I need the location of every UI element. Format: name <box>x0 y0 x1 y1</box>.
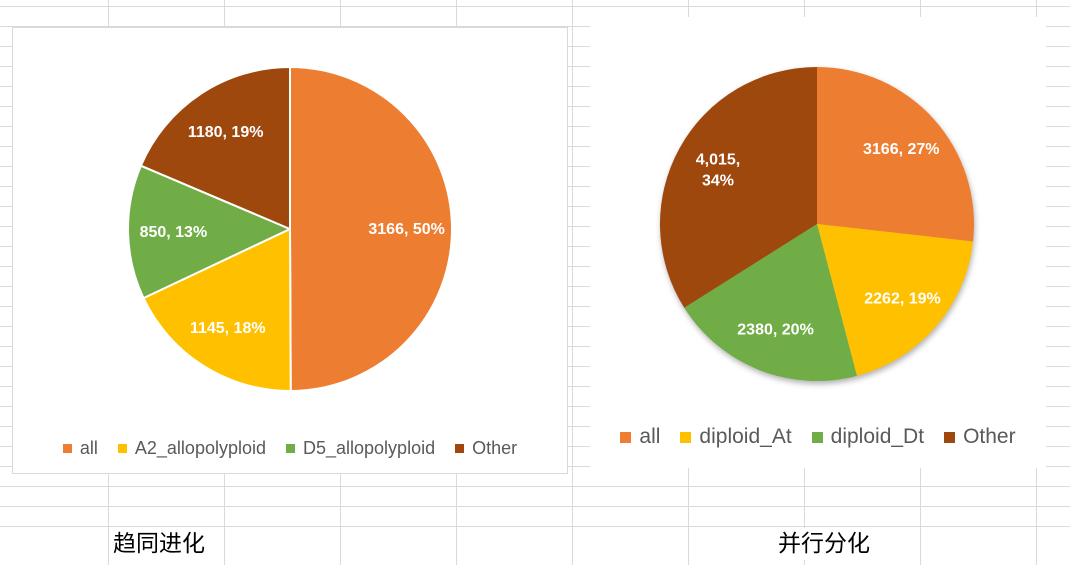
pie-slices[interactable] <box>127 66 453 392</box>
legend-label: diploid_Dt <box>830 425 925 448</box>
data-label-line: 1180, 19% <box>188 124 264 141</box>
pie-slice-other[interactable] <box>660 67 817 308</box>
data-label-line: 850, 13% <box>140 224 208 241</box>
pie-slice-diploid-dt[interactable] <box>684 224 857 381</box>
data-label-all: 3166, 50% <box>368 221 445 238</box>
data-label-line: 2380, 20% <box>737 322 814 339</box>
legend-entry-other[interactable]: Other <box>455 438 517 459</box>
data-label-all: 3166, 27% <box>863 141 940 158</box>
data-label-line: 34% <box>702 172 734 189</box>
pie-slice-all[interactable] <box>289 66 453 392</box>
chart-area-left[interactable]: 3166, 50% 1145, 18% 850, 13% 1180, 19% all … <box>12 27 568 474</box>
data-label-d5-allopolyploid: 850, 13% <box>140 224 208 241</box>
legend-entry-diploid-dt[interactable]: diploid_Dt <box>811 425 925 449</box>
legend-entry-d5-allopolyploid[interactable]: D5_allopolyploid <box>286 438 435 459</box>
pie-plot-left[interactable]: 3166, 50% 1145, 18% 850, 13% 1180, 19% <box>13 28 567 473</box>
legend-label: A2_allopolyploid <box>134 437 266 458</box>
legend-marker <box>286 443 295 453</box>
legend-marker <box>620 431 632 443</box>
data-labels: 3166, 27% 2262, 19% 2380, 20% 4,015, 34% <box>696 141 941 339</box>
cell-caption-right[interactable]: 并行分化 <box>776 528 872 560</box>
data-label-line: 1145, 18% <box>190 320 266 337</box>
data-label-diploid-dt: 2380, 20% <box>737 322 814 339</box>
pie-slice-diploid-at[interactable] <box>817 224 974 376</box>
legend-label: all <box>79 437 98 458</box>
legend-right[interactable]: all diploid_At diploid_Dt Other <box>590 425 1046 449</box>
data-label-a2-allopolyploid: 1145, 18% <box>190 320 266 337</box>
legend-marker <box>62 443 72 453</box>
legend-label: all <box>639 425 661 448</box>
legend-marker <box>944 431 956 443</box>
data-label-line: 2262, 19% <box>864 290 941 307</box>
pie-slice-all[interactable] <box>817 67 974 242</box>
data-label-other: 1180, 19% <box>188 124 264 141</box>
legend-entry-a2-allopolyploid[interactable]: A2_allopolyploid <box>117 437 266 459</box>
pie-slice-other[interactable] <box>139 66 291 230</box>
chart-area-right[interactable]: 3166, 27% 2262, 19% 2380, 20% 4,015, 34% all… <box>590 17 1046 468</box>
legend-entry-other[interactable]: Other <box>944 425 1016 449</box>
legend-marker <box>811 431 823 443</box>
legend-label: D5_allopolyploid <box>303 437 436 458</box>
legend-marker <box>680 431 692 443</box>
legend-entry-all[interactable]: all <box>620 425 660 449</box>
data-labels: 3166, 50% 1145, 18% 850, 13% 1180, 19% <box>140 124 445 337</box>
pie-slice-d5-allopolyploid[interactable] <box>127 164 291 300</box>
legend-label: Other <box>472 437 518 458</box>
cell-caption-left[interactable]: 趋同进化 <box>111 528 207 560</box>
pie-slices[interactable] <box>660 67 974 381</box>
legend-label: Other <box>963 425 1016 448</box>
data-label-diploid-at: 2262, 19% <box>864 290 941 307</box>
legend-left[interactable]: all A2_allopolyploid D5_allopolyploid Ot… <box>13 436 567 460</box>
data-label-line: 3166, 27% <box>863 141 940 158</box>
data-label-other: 4,015, 34% <box>696 151 740 189</box>
legend-entry-diploid-at[interactable]: diploid_At <box>680 425 792 449</box>
legend-marker <box>455 443 465 453</box>
legend-entry-all[interactable]: all <box>62 437 98 459</box>
legend-label: diploid_At <box>699 425 792 448</box>
legend-marker <box>117 443 127 453</box>
data-label-line: 3166, 50% <box>368 221 445 238</box>
pie-plot-right[interactable]: 3166, 27% 2262, 19% 2380, 20% 4,015, 34% <box>590 17 1046 468</box>
pie-slice-a2-allopolyploid[interactable] <box>142 228 292 392</box>
spreadsheet-caption-row[interactable]: 趋同进化 并行分化 <box>0 526 1070 565</box>
data-label-line: 4,015, <box>696 151 740 168</box>
